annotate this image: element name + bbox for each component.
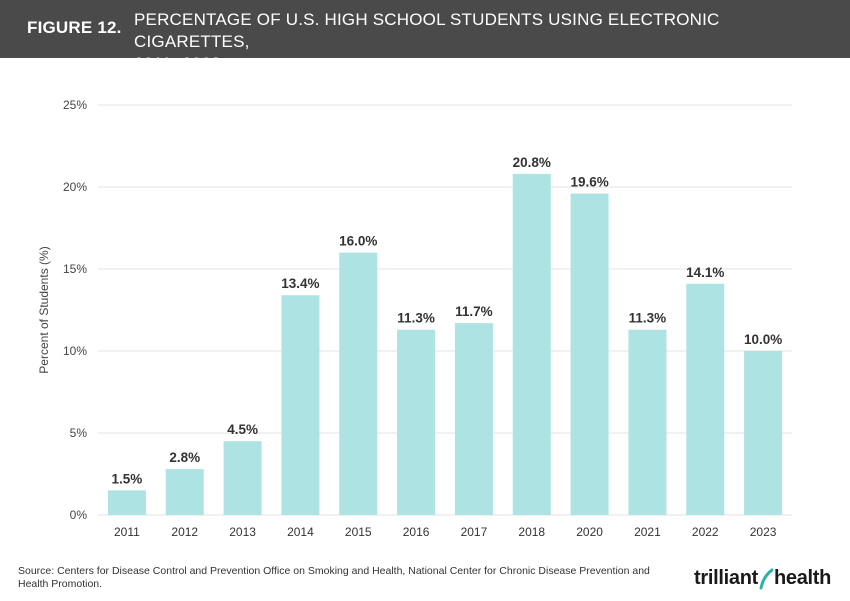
x-tick-label: 2018 xyxy=(518,525,545,539)
x-tick-label: 2011 xyxy=(114,525,140,539)
value-label: 20.8% xyxy=(513,155,551,170)
trilliant-health-logo: trilliant health xyxy=(694,567,831,590)
value-label: 19.6% xyxy=(570,175,608,190)
value-label: 11.3% xyxy=(629,311,667,326)
bar-2018 xyxy=(512,173,551,515)
gridlines xyxy=(98,104,792,516)
y-axis-ticks: 0% 5% 10% 15% 20% 25% xyxy=(63,98,87,522)
y-tick-label: 10% xyxy=(63,344,87,358)
figure-title: PERCENTAGE OF U.S. HIGH SCHOOL STUDENTS … xyxy=(134,9,834,75)
value-label: 13.4% xyxy=(281,276,319,291)
bar-2020 xyxy=(570,193,609,515)
bars xyxy=(107,173,783,515)
value-label: 2.8% xyxy=(169,450,200,465)
logo-swoosh-icon xyxy=(759,568,773,589)
bar-2015 xyxy=(339,252,378,515)
y-axis-label: Percent of Students (%) xyxy=(37,246,51,373)
figure-header: FIGURE 12. PERCENTAGE OF U.S. HIGH SCHOO… xyxy=(0,0,850,73)
y-tick-label: 25% xyxy=(63,98,87,112)
x-tick-label: 2015 xyxy=(345,525,372,539)
figure-label: FIGURE 12. xyxy=(27,18,122,37)
x-tick-label: 2014 xyxy=(287,525,314,539)
x-tick-label: 2023 xyxy=(750,525,777,539)
value-label: 4.5% xyxy=(227,422,258,437)
x-tick-label: 2013 xyxy=(229,525,256,539)
value-label: 10.0% xyxy=(744,332,782,347)
y-tick-label: 0% xyxy=(70,508,88,522)
x-tick-label: 2022 xyxy=(692,525,719,539)
value-label: 14.1% xyxy=(686,265,724,280)
x-axis-ticks: 2011 2012 2013 2014 2015 2016 2017 2018 2020 2021… xyxy=(114,525,777,539)
bar-2013 xyxy=(223,441,262,515)
value-label: 16.0% xyxy=(339,234,377,249)
figure-title-line-1: PERCENTAGE OF U.S. HIGH SCHOOL STUDENTS … xyxy=(134,10,720,51)
x-tick-label: 2017 xyxy=(461,525,488,539)
bar-2014 xyxy=(281,295,320,515)
value-label: 11.7% xyxy=(455,304,493,319)
x-tick-label: 2012 xyxy=(171,525,198,539)
value-label: 11.3% xyxy=(397,311,435,326)
bar-2016 xyxy=(397,329,436,515)
bar-2023 xyxy=(744,351,783,515)
y-tick-label: 5% xyxy=(70,426,88,440)
source-note: Source: Centers for Disease Control and … xyxy=(18,565,650,590)
value-label: 1.5% xyxy=(112,471,143,486)
value-labels: 1.5% 2.8% 4.5% 13.4% 16.0% 11.3% 11.7% 20.8% 19.… xyxy=(112,155,783,487)
y-tick-label: 20% xyxy=(63,180,87,194)
logo-text-trilliant: trilliant xyxy=(694,567,758,589)
bar-2011 xyxy=(107,490,146,515)
bar-2017 xyxy=(454,323,493,515)
bar-2021 xyxy=(628,329,667,515)
logo-text-health: health xyxy=(773,567,832,589)
bar-2012 xyxy=(165,469,204,515)
bar-chart: 0%5%10%15%20%25% 1.5%2.8%4.5%13.4%16.0%1… xyxy=(37,98,792,539)
bar-2022 xyxy=(686,283,725,515)
x-tick-label: 2020 xyxy=(576,525,603,539)
x-tick-label: 2016 xyxy=(403,525,430,539)
y-tick-label: 15% xyxy=(63,262,87,276)
figure-title-line-2: 2011 -2023 xyxy=(134,54,221,73)
x-tick-label: 2021 xyxy=(634,525,661,539)
